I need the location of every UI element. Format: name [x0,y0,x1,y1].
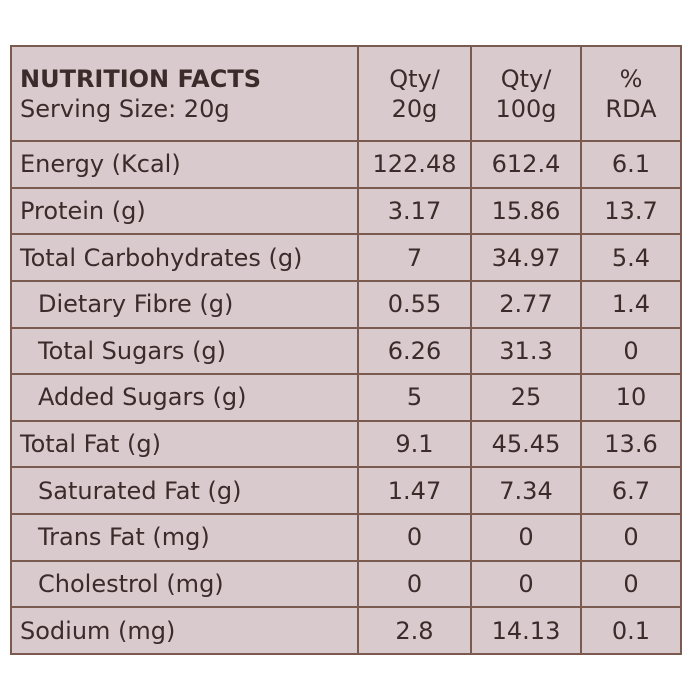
nutrient-value: 0 [470,559,582,609]
nutrient-value: 5.4 [580,233,682,282]
serving-size: Serving Size: 20g [20,94,230,123]
nutrient-value: 1.47 [357,466,472,515]
nutrient-value: 15.86 [470,186,582,236]
nutrient-name: Dietary Fibre (g) [10,279,359,329]
nutrient-value: 3.17 [357,186,472,236]
nutrient-value: 13.6 [580,419,682,469]
nutrient-row: Saturated Fat (g) 1.47 7.34 6.7 [10,466,682,515]
column-header-line: Qty/ [500,64,552,93]
header-cell: NUTRITION FACTS Serving Size: 20g [10,45,359,142]
nutrient-value: 0 [580,559,682,609]
column-header-line: 100g [495,94,557,123]
nutrient-name: Total Sugars (g) [10,326,359,376]
table-title: NUTRITION FACTS [20,64,261,93]
nutrient-value: 6.26 [357,326,472,376]
nutrient-value: 1.4 [580,279,682,329]
nutrient-value: 34.97 [470,233,582,282]
nutrient-value: 13.7 [580,186,682,236]
nutrient-value: 0.55 [357,279,472,329]
nutrient-row: Trans Fat (mg) 0 0 0 [10,513,682,562]
column-header: Qty/100g [470,45,582,142]
nutrient-value: 0 [357,513,472,562]
nutrient-row: Protein (g) 3.17 15.86 13.7 [10,186,682,236]
header-row: NUTRITION FACTS Serving Size: 20g Qty/20… [10,45,682,142]
nutrient-name: Energy (Kcal) [10,140,359,189]
nutrient-value: 0 [580,326,682,376]
nutrient-value: 6.7 [580,466,682,515]
nutrient-value: 31.3 [470,326,582,376]
nutrient-value: 0 [357,559,472,609]
nutrient-row: Total Sugars (g) 6.26 31.3 0 [10,326,682,376]
nutrient-name: Total Fat (g) [10,419,359,469]
nutrient-value: 2.8 [357,606,472,655]
nutrient-value: 0.1 [580,606,682,655]
column-header-line: 20g [391,94,438,123]
nutrient-name: Saturated Fat (g) [10,466,359,515]
nutrition-panel: NUTRITION FACTS Serving Size: 20g Qty/20… [10,45,682,655]
nutrient-name: Trans Fat (mg) [10,513,359,562]
nutrient-value: 10 [580,373,682,422]
nutrient-row: Sodium (mg) 2.8 14.13 0.1 [10,606,682,655]
column-header: Qty/20g [357,45,472,142]
nutrient-row: Energy (Kcal) 122.48 612.4 6.1 [10,140,682,189]
nutrient-row: Dietary Fibre (g) 0.55 2.77 1.4 [10,279,682,329]
nutrient-row: Cholestrol (mg) 0 0 0 [10,559,682,609]
nutrient-value: 7.34 [470,466,582,515]
nutrient-name: Sodium (mg) [10,606,359,655]
nutrient-name: Cholestrol (mg) [10,559,359,609]
nutrient-value: 25 [470,373,582,422]
nutrient-name: Added Sugars (g) [10,373,359,422]
column-header: % RDA [580,45,682,142]
nutrient-name: Total Carbohydrates (g) [10,233,359,282]
nutrient-value: 6.1 [580,140,682,189]
nutrient-value: 45.45 [470,419,582,469]
nutrient-value: 0 [580,513,682,562]
nutrient-value: 0 [470,513,582,562]
nutrient-value: 2.77 [470,279,582,329]
nutrient-name: Protein (g) [10,186,359,236]
column-header-line: Qty/ [389,64,440,93]
nutrient-row: Total Carbohydrates (g) 7 34.97 5.4 [10,233,682,282]
nutrient-value: 14.13 [470,606,582,655]
nutrient-value: 612.4 [470,140,582,189]
nutrient-value: 7 [357,233,472,282]
nutrient-value: 9.1 [357,419,472,469]
column-header-line: RDA [605,94,657,123]
column-header-line: % [619,64,643,93]
nutrient-value: 122.48 [357,140,472,189]
nutrient-value: 5 [357,373,472,422]
nutrient-row: Total Fat (g) 9.1 45.45 13.6 [10,419,682,469]
nutrient-row: Added Sugars (g) 5 25 10 [10,373,682,422]
nutrition-table: NUTRITION FACTS Serving Size: 20g Qty/20… [10,45,682,655]
